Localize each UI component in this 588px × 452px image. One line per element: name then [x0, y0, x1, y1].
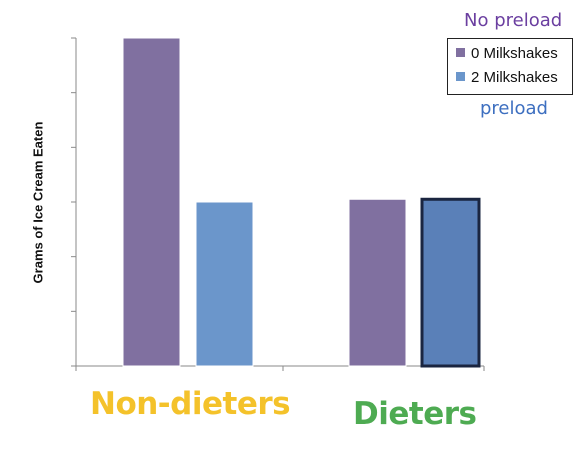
legend-item-0-milkshakes: 0 Milkshakes [456, 45, 558, 62]
category-label-non-dieters: Non-dieters [90, 386, 291, 422]
bar-non-dieters-0-milkshakes [122, 37, 181, 367]
legend-label-0-milkshakes: 0 Milkshakes [471, 45, 558, 62]
annotation-no-preload: No preload [464, 10, 563, 31]
legend-swatch-0-milkshakes [456, 48, 465, 57]
annotation-preload: preload [480, 98, 548, 119]
legend: 0 Milkshakes 2 Milkshakes [447, 38, 573, 95]
bar-dieters-2-milkshakes [420, 197, 481, 368]
y-axis-label: Grams of Ice Cream Eaten [30, 121, 46, 284]
category-label-dieters: Dieters [353, 396, 477, 432]
legend-label-2-milkshakes: 2 Milkshakes [471, 69, 558, 86]
legend-item-2-milkshakes: 2 Milkshakes [456, 69, 558, 86]
legend-swatch-2-milkshakes [456, 72, 465, 81]
bar-non-dieters-2-milkshakes [195, 201, 254, 367]
bar-dieters-0-milkshakes [348, 198, 407, 367]
bars [122, 37, 481, 368]
